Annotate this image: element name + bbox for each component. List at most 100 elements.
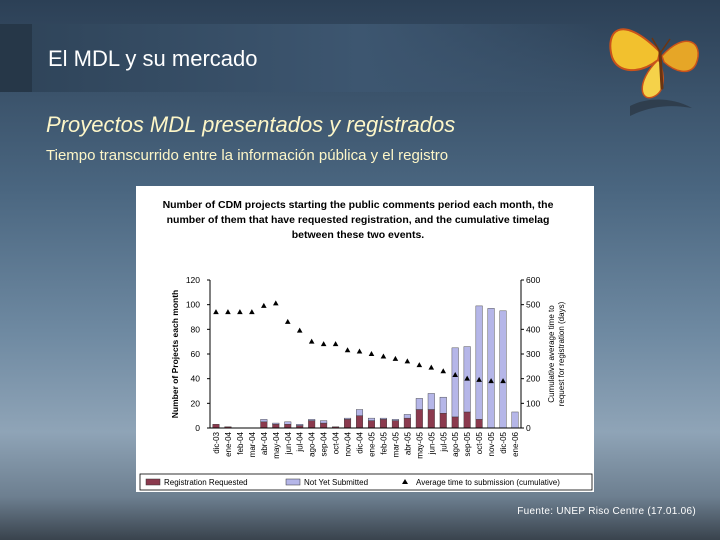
bar-not-submitted-jul-05 [439, 396, 447, 414]
right-axis-label: request for registration (days) [557, 301, 566, 406]
x-tick-label: may-05 [415, 431, 424, 458]
legend-label-0: Registration Requested [164, 478, 248, 487]
bar-not-submitted-sep-04 [320, 420, 328, 424]
bar-registration-may-05 [415, 409, 423, 429]
legend-swatch-2 [402, 479, 408, 484]
bar-registration-abr-05 [403, 417, 411, 429]
timelag-markers [213, 300, 506, 384]
left-tick-label: 120 [186, 275, 200, 285]
bar-registration-oct-05 [475, 419, 483, 429]
bar-not-submitted-ago-05 [451, 347, 459, 418]
timelag-marker-dic-04 [356, 348, 363, 354]
bar-registration-sep-04 [320, 422, 328, 429]
timelag-marker-ago-05 [452, 371, 459, 377]
slide-title: El MDL y su mercado [48, 46, 258, 71]
bar-registration-dic-04 [356, 415, 364, 429]
x-tick-label: jul-04 [296, 431, 305, 452]
source-note: Fuente: UNEP Riso Centre (17.01.06) [517, 506, 696, 517]
timelag-marker-ago-04 [308, 338, 315, 344]
bar-not-submitted-ene-06 [511, 411, 519, 429]
right-tick-label: 300 [526, 349, 540, 359]
right-tick-label: 400 [526, 324, 540, 334]
x-tick-label: jul-05 [439, 431, 448, 452]
x-tick-label: ene-05 [367, 431, 376, 456]
x-tick-label: ene-04 [224, 431, 233, 456]
chart-panel: Number of CDM projects starting the publ… [136, 186, 594, 492]
timelag-marker-abr-04 [261, 302, 267, 308]
timelag-marker-dic-03 [213, 309, 219, 315]
left-tick-label: 20 [191, 398, 201, 408]
right-tick-label: 200 [526, 374, 540, 384]
left-axis-label: Number of Projects each month [170, 290, 180, 418]
right-tick-label: 500 [526, 300, 540, 310]
left-tick-label: 100 [186, 300, 200, 310]
bar-not-submitted-may-05 [415, 398, 423, 410]
timelag-marker-jul-04 [296, 327, 303, 333]
right-y-axis: 0 100 200 300 400 500 600 Cumulative average ti… [520, 275, 566, 433]
bar-not-submitted-nov-04 [344, 417, 352, 420]
legend-label-1: Not Yet Submitted [304, 478, 368, 487]
bar-registration-mar-05 [391, 420, 399, 429]
x-tick-label: nov-04 [344, 431, 353, 456]
chart-legend: Registration Requested Not Yet Submitted A… [139, 473, 593, 491]
timelag-marker-may-04 [272, 300, 279, 306]
legend-swatch-0 [145, 478, 161, 486]
x-axis: dic-03 ene-04 feb-04 mar-04 abr-04 may-04 jun-… [210, 427, 521, 459]
x-tick-label: dic-03 [212, 431, 221, 453]
x-tick-label: nov-05 [487, 431, 496, 456]
bar-registration-nov-04 [344, 419, 352, 429]
left-tick-label: 0 [195, 423, 200, 433]
legend-label-2: Average time to submission (cumulative) [416, 478, 560, 487]
timelag-marker-mar-04 [249, 309, 255, 315]
timelag-marker-feb-05 [380, 353, 387, 359]
slide-caption: Tiempo transcurrido entre la información… [46, 147, 449, 164]
left-tick-label: 60 [191, 349, 201, 359]
right-tick-label: 0 [526, 423, 531, 433]
timelag-marker-feb-04 [237, 309, 243, 315]
chart-bars [212, 305, 519, 429]
right-tick-label: 100 [526, 398, 540, 408]
bar-not-submitted-ago-04 [308, 419, 316, 421]
bar-registration-sep-05 [463, 411, 471, 429]
bar-registration-ago-04 [308, 420, 316, 429]
x-tick-label: mar-05 [391, 431, 400, 457]
bar-not-submitted-jul-04 [296, 424, 304, 426]
legend-swatch-1 [285, 478, 301, 486]
timelag-marker-jun-05 [428, 364, 435, 370]
timelag-marker-oct-04 [332, 341, 339, 347]
left-y-axis: 0 20 40 60 80 100 120 Number of Projects each m… [170, 275, 211, 433]
title-band-tab [0, 24, 32, 92]
slide-subtitle: Proyectos MDL presentados y registrados [46, 112, 456, 137]
x-tick-label: may-04 [272, 431, 281, 458]
right-tick-label: 600 [526, 275, 540, 285]
timelag-marker-nov-04 [344, 347, 351, 353]
bar-registration-jun-05 [427, 409, 435, 429]
x-tick-label: mar-04 [248, 431, 257, 457]
x-tick-label: abr-04 [260, 431, 269, 455]
left-tick-label: 40 [191, 374, 201, 384]
bar-registration-may-04 [272, 424, 280, 429]
bar-registration-abr-04 [260, 421, 268, 429]
timelag-marker-oct-05 [476, 376, 482, 382]
x-tick-label: abr-05 [403, 431, 412, 455]
bar-not-submitted-mar-05 [391, 419, 399, 421]
x-tick-label: ago-05 [451, 431, 460, 456]
x-tick-label: feb-04 [236, 431, 245, 454]
bar-not-submitted-abr-04 [260, 419, 268, 423]
chart-title-line: number of them that have requested regis… [167, 214, 550, 226]
bar-not-submitted-may-04 [272, 422, 280, 425]
butterfly-logo-icon [609, 28, 699, 116]
bar-not-submitted-nov-05 [487, 308, 495, 429]
bar-not-submitted-dic-04 [356, 409, 364, 416]
timelag-marker-ene-04 [225, 309, 231, 315]
x-tick-label: ene-06 [511, 431, 520, 456]
x-tick-label: ago-04 [308, 431, 317, 456]
bar-not-submitted-abr-05 [403, 414, 411, 419]
legend-box [139, 473, 593, 491]
bar-registration-dic-03 [212, 424, 220, 429]
chart-title: Number of CDM projects starting the publ… [163, 199, 554, 241]
timelag-marker-dic-05 [500, 378, 506, 384]
x-tick-label: dic-05 [499, 431, 508, 453]
left-tick-label: 80 [191, 324, 201, 334]
x-tick-label: jun-04 [284, 431, 293, 455]
